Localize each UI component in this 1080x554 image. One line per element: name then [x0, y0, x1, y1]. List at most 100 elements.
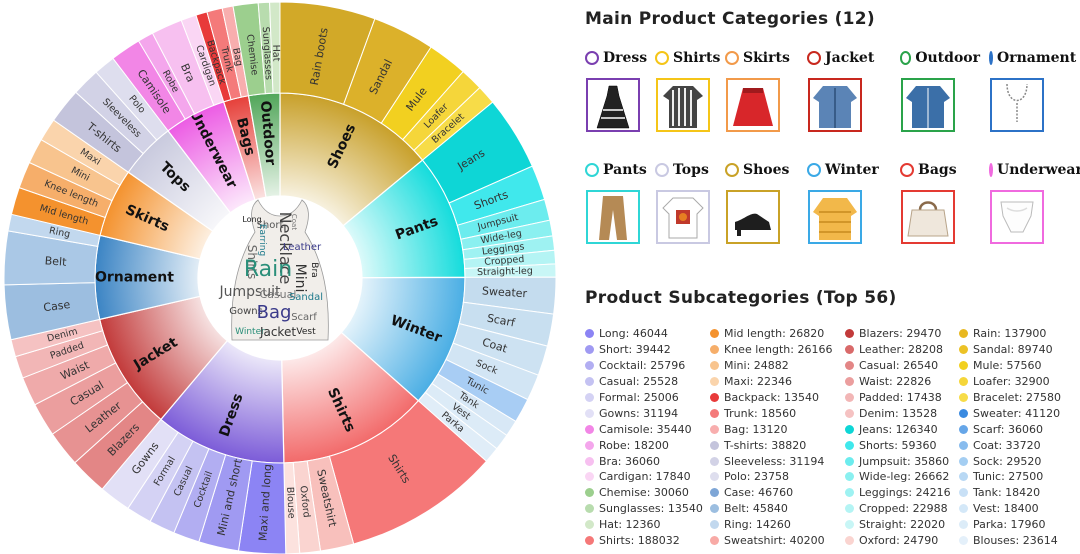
legend-swatch [585, 504, 594, 514]
legend-label: Scarf: 36060 [973, 422, 1043, 436]
category-row: Dress Shirts Skirts Jacket Outdoor Ornament [585, 46, 1077, 141]
legend-label: Trunk: 18560 [724, 406, 797, 420]
outer-label-ring: Ring [48, 225, 71, 240]
legend-label: Padded: 17438 [859, 391, 942, 404]
category-header: Winter [807, 158, 887, 182]
category-header: Bags [900, 158, 980, 182]
category-header: Shoes [725, 158, 805, 182]
legend-label: Blouses: 23614 [973, 534, 1058, 548]
category-header: Pants [585, 158, 665, 182]
category-name: Shoes [743, 162, 790, 178]
legend-item: Oxford: 24790 [845, 533, 970, 549]
category-marker-icon [807, 51, 821, 65]
cloud-word: Long [242, 215, 261, 224]
legend-swatch [845, 472, 854, 482]
puffer-jacket-icon [808, 190, 862, 244]
legend-item: Leggings: 24216 [845, 485, 970, 501]
legend-swatch [959, 345, 968, 355]
shirt-icon [656, 78, 710, 132]
legend-item: Gowns: 31194 [585, 405, 710, 421]
legend-label: Sleeveless: 31194 [724, 454, 825, 468]
legend-item: Straight: 22020 [845, 517, 970, 533]
legend-label: Bracelet: 27580 [973, 391, 1061, 404]
category-name: Outdoor [915, 50, 980, 66]
legend-item: Belt: 45840 [710, 501, 835, 517]
legend-swatch [710, 329, 719, 339]
inner-label-outdoor: Outdoor [257, 100, 278, 166]
legend-item: Casual: 25528 [585, 374, 710, 390]
category-marker-icon [585, 51, 599, 65]
legend-item: Formal: 25006 [585, 390, 710, 406]
legend-label: Cropped: 22988 [859, 502, 948, 516]
legend-swatch [710, 520, 719, 530]
outdoor-jacket-icon [901, 78, 955, 132]
legend-item: Case: 46760 [710, 485, 835, 501]
legend-item: Shirts: 188032 [585, 533, 710, 549]
category-marker-icon [900, 51, 912, 65]
legend-column: Blazers: 29470 Leather: 28208 Casual: 2654… [845, 326, 970, 548]
legend-item: Jumpsuit: 35860 [845, 453, 970, 469]
legend-item: Mini: 24882 [710, 358, 835, 374]
legend-swatch [585, 408, 594, 418]
legend-item: Cardigan: 17840 [585, 469, 710, 485]
legend-swatch [845, 377, 854, 387]
category-header: Dress [585, 46, 665, 70]
category-header: Ornament [989, 46, 1076, 70]
legend-item: Sunglasses: 13540 [585, 501, 710, 517]
legend-column: Rain: 137900 Sandal: 89740 Mule: 57560 Loaf… [959, 326, 1080, 548]
legend-swatch [845, 504, 854, 514]
necklace-icon [990, 78, 1044, 132]
legend-item: Trunk: 18560 [710, 405, 835, 421]
legend-swatch [845, 488, 854, 498]
outer-label-chemise: Chemise [244, 34, 260, 76]
cloud-word: Vest [296, 327, 316, 337]
category-shoes: Shoes [725, 158, 805, 253]
skirt-icon [726, 78, 780, 132]
legend-item: Polo: 23758 [710, 469, 835, 485]
legend-item: Denim: 13528 [845, 405, 970, 421]
category-marker-icon [655, 51, 669, 65]
legend-label: Cardigan: 17840 [599, 470, 691, 484]
legend-item: Tunic: 27500 [959, 469, 1080, 485]
legend-label: Formal: 25006 [599, 391, 679, 404]
legend-label: Jumpsuit: 35860 [859, 454, 950, 468]
category-name: Jacket [825, 50, 875, 66]
legend-item: Rain: 137900 [959, 326, 1080, 342]
underwear-icon [990, 190, 1044, 244]
outer-label-blouse: Blouse [284, 487, 296, 519]
legend-label: T-shirts: 38820 [724, 438, 807, 452]
legend-item: Coat: 33720 [959, 437, 1080, 453]
cloud-word: Jacket [259, 325, 296, 339]
outer-label-sunglasses: Sunglasses [260, 26, 274, 80]
cloud-word: Bra [309, 262, 319, 277]
legend-item: Chemise: 30060 [585, 485, 710, 501]
cloud-word: Mini [292, 264, 308, 293]
legend-swatch [710, 377, 719, 387]
legend-swatch [710, 408, 719, 418]
legend-swatch [585, 488, 594, 498]
inner-label-ornament: Ornament [95, 269, 174, 285]
legend-item: Wide-leg: 26662 [845, 469, 970, 485]
legend-item: Backpack: 13540 [710, 390, 835, 406]
legend-label: Mid length: 26820 [724, 327, 825, 341]
legend-item: Bracelet: 27580 [959, 390, 1080, 406]
cloud-word: Bag [257, 302, 292, 323]
category-header: Tops [655, 158, 735, 182]
legend-swatch [845, 440, 854, 450]
legend-label: Loafer: 32900 [973, 375, 1050, 389]
legend-swatch [959, 536, 968, 546]
legend-swatch [959, 472, 968, 482]
legend-label: Case: 46760 [724, 486, 794, 500]
cloud-word: Casual [260, 288, 297, 301]
category-name: Bags [918, 162, 957, 178]
category-winter: Winter [807, 158, 887, 253]
legend-swatch [710, 504, 719, 514]
dress-icon [586, 78, 640, 132]
pants-icon [586, 190, 640, 244]
legend-item: Blouses: 23614 [959, 533, 1080, 549]
legend-swatch [959, 408, 968, 418]
category-name: Shirts [673, 50, 721, 66]
category-row: Pants Tops Shoes Winter Bags Underwear [585, 158, 1080, 253]
outer-label-cropped: Cropped [484, 254, 525, 268]
